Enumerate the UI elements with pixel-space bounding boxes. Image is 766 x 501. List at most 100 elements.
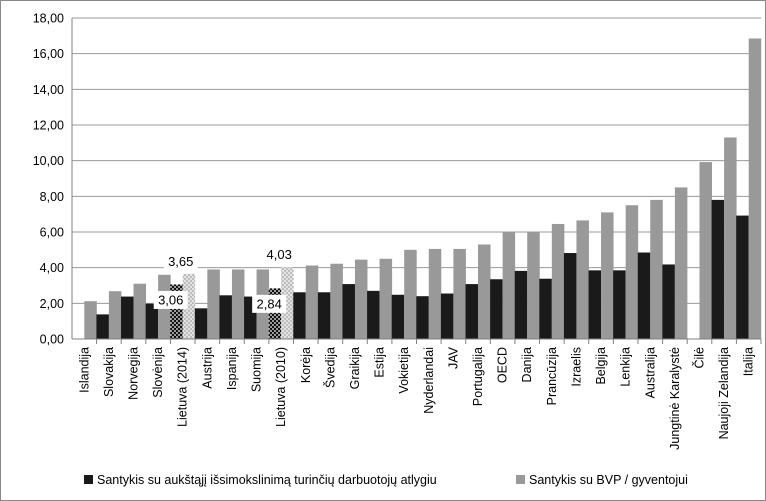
bar-gdp-ratio: [478, 244, 491, 339]
x-tick-label: Lietuva (2014): [176, 347, 190, 427]
bar-gdp-ratio: [453, 248, 466, 339]
legend-swatch-gdp: [516, 475, 525, 484]
axes: 0,00 2,00 4,00 6,00 8,00 10,00 12,00 14,00 16,00…: [33, 12, 762, 450]
bar-gdp-ratio: [527, 231, 540, 339]
bar-salary-ratio: [219, 295, 232, 339]
bar-gdp-ratio: [207, 269, 220, 339]
data-label: 2,84: [257, 296, 282, 311]
bar-salary-ratio: [342, 284, 355, 339]
bar-gdp-ratio: [428, 248, 442, 339]
bar-salary-ratio: [121, 296, 134, 339]
bar-salary-ratio: [563, 253, 577, 339]
bar-gdp-ratio: [379, 258, 393, 339]
x-tick-label: Korėja: [299, 347, 313, 383]
x-tick-label: Švedija: [322, 347, 337, 388]
y-tick-label: 16,00: [33, 47, 64, 61]
data-label-bg: [163, 252, 198, 271]
x-tick-label: Italija: [742, 347, 756, 376]
x-tick-label: Lietuva (2010): [274, 347, 288, 427]
bar-gdp-ratio: [330, 263, 343, 339]
bar-salary-ratio: [391, 294, 405, 339]
y-tick-label: 4,00: [40, 261, 64, 275]
data-label: 3,65: [168, 254, 193, 269]
y-tick-label: 2,00: [40, 297, 64, 311]
x-tick-label: Nyderlandai: [422, 347, 436, 414]
bar-gdp-ratio: [625, 205, 639, 339]
bar-gdp-ratio: [84, 301, 97, 339]
y-tick-label: 12,00: [33, 119, 64, 133]
bar-salary-ratio: [194, 308, 208, 339]
bar-salary-ratio: [514, 270, 528, 339]
bar-salary-ratio: [711, 199, 725, 339]
bar-salary-ratio: [96, 314, 109, 339]
bar-gdp-ratio: [133, 283, 147, 339]
x-tick-label: Slovakija: [102, 347, 116, 397]
data-label: 4,03: [267, 247, 292, 262]
bar-gdp-ratio: [551, 223, 565, 339]
bar-gdp-ratio: [231, 269, 245, 339]
data-label-bg: [153, 290, 188, 309]
bar-salary-ratio: [317, 292, 331, 339]
bar-salary-ratio: [416, 296, 429, 339]
y-tick-label: 6,00: [40, 226, 64, 240]
x-tick-label: Estija: [373, 347, 387, 378]
data-label-bg: [252, 294, 287, 313]
legend-label: Santykis su BVP / gyventojui: [529, 473, 688, 487]
x-tick-label: Naujoji Zelandija: [717, 347, 731, 439]
y-tick-label: 10,00: [33, 154, 64, 168]
bar-salary-ratio: [637, 252, 651, 339]
bar-salary-ratio: [613, 270, 626, 339]
bar-gdp-ratio: [281, 267, 294, 339]
legend-label: Santykis su aukštąjį išsimokslinimą turi…: [97, 473, 437, 487]
bar-salary-ratio: [465, 284, 479, 339]
bar-salary-ratio: [588, 270, 602, 339]
x-tick-label: Danija: [520, 347, 534, 382]
bar-gdp-ratio: [182, 273, 196, 339]
legend: Santykis su aukštąjį išsimokslinimą turi…: [84, 473, 688, 487]
x-tick-label: Ispanija: [225, 347, 239, 390]
x-tick-label: Suomija: [250, 347, 264, 392]
bar-gdp-ratio: [305, 265, 319, 339]
y-tick-label: 14,00: [33, 83, 64, 97]
x-tick-label: Portugalija: [471, 347, 485, 406]
x-tick-label: Norvegija: [127, 347, 141, 400]
x-tick-label: Islandija: [77, 347, 91, 393]
bar-gdp-ratio: [404, 249, 417, 339]
bar-gdp-ratio: [650, 199, 663, 339]
bar-gdp-ratio: [502, 231, 516, 339]
x-tick-label: Lenkija: [619, 347, 633, 387]
x-tick-label: JAV: [446, 346, 460, 369]
bar-salary-ratio: [662, 264, 675, 339]
annotations: 3,65 3,06 4,03 2,84: [153, 245, 297, 313]
bar-gdp-ratio: [576, 220, 589, 339]
x-tick-label: OECD: [496, 347, 510, 383]
bar-gdp-ratio: [674, 187, 688, 339]
x-tick-label: Austrija: [200, 347, 214, 389]
bar-gdp-ratio: [601, 212, 614, 339]
x-tick-label: Čilė: [691, 347, 706, 369]
x-tick-label: Izraelis: [569, 347, 583, 387]
bar-gdp-ratio: [699, 162, 712, 339]
x-tick-label: Australija: [643, 347, 657, 398]
x-tick-label: Slovėnija: [151, 347, 165, 398]
y-tick-label: 8,00: [40, 190, 64, 204]
bar-gdp-ratio: [724, 137, 737, 339]
x-tick-label: Belgija: [594, 347, 608, 385]
bar-salary-ratio: [293, 292, 306, 339]
bar-gdp-ratio: [748, 38, 762, 339]
y-tick-label: 0,00: [40, 333, 64, 347]
bar-gdp-ratio: [354, 259, 368, 339]
data-label: 3,06: [158, 292, 183, 307]
data-label-bg: [262, 245, 297, 264]
bar-salary-ratio: [440, 293, 454, 339]
x-tick-label: Graikija: [348, 347, 362, 389]
y-tick-label: 18,00: [33, 12, 64, 26]
legend-swatch-salary: [84, 475, 93, 484]
bar-salary-ratio: [145, 303, 159, 339]
bar-gdp-ratio: [108, 291, 122, 339]
x-tick-label: Jungtinė Karalystė: [668, 347, 682, 450]
x-tick-label: Vokietija: [397, 347, 411, 394]
bar-salary-ratio: [539, 278, 552, 339]
x-tick-label: Prancūzija: [545, 347, 559, 405]
